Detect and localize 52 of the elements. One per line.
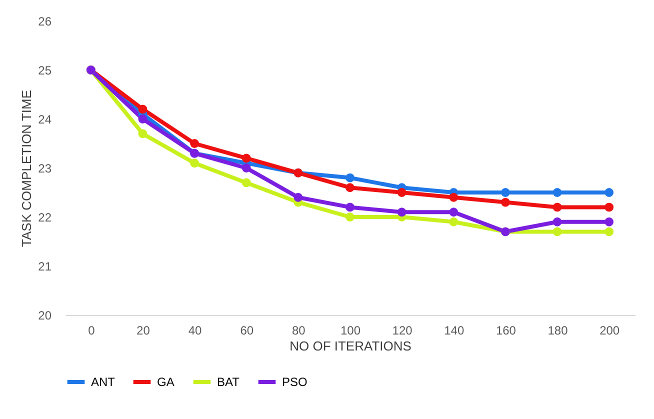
point	[552, 188, 562, 197]
point	[604, 227, 614, 236]
legend-label: GA	[157, 375, 174, 389]
point	[449, 208, 458, 217]
y-tick-label: 24	[38, 112, 52, 126]
legend-label: BAT	[217, 375, 240, 389]
point	[604, 217, 614, 226]
point	[138, 104, 148, 114]
point	[346, 183, 354, 192]
point	[242, 178, 251, 188]
x-tick-label: 160	[496, 324, 516, 338]
point	[552, 217, 562, 226]
y-tick-label: 25	[38, 64, 52, 78]
point	[500, 198, 510, 207]
x-tick-label: 120	[392, 324, 413, 338]
x-tick-label: 100	[340, 324, 361, 338]
y-axis-title: TASK COMPLETION TIME	[19, 90, 34, 247]
point	[346, 202, 354, 212]
y-tick-label: 20	[38, 308, 52, 322]
point	[242, 154, 251, 163]
x-tick-label: 200	[600, 324, 620, 338]
point	[397, 188, 406, 197]
point	[604, 202, 614, 212]
x-tick-label: 0	[88, 324, 96, 338]
y-tick-label: 21	[38, 260, 52, 274]
point	[242, 164, 251, 172]
point	[346, 173, 354, 182]
point	[397, 208, 406, 217]
point	[190, 158, 200, 168]
point	[552, 227, 562, 236]
y-tick-label: 22	[38, 210, 52, 224]
point	[449, 217, 458, 226]
x-tick-label: 80	[292, 324, 306, 338]
point	[138, 114, 148, 124]
point	[294, 192, 303, 202]
point	[500, 188, 510, 197]
x-axis-title: NO OF ITERATIONS	[290, 338, 412, 354]
legend-label: PSO	[282, 375, 308, 389]
y-tick-label: 26	[38, 14, 52, 28]
x-tick-label: 140	[444, 324, 464, 338]
legend-label: ANT	[91, 375, 116, 389]
point	[190, 139, 200, 148]
x-tick-label: 40	[188, 324, 202, 338]
point	[604, 188, 614, 197]
point	[449, 192, 458, 202]
point	[346, 212, 354, 222]
point	[552, 202, 562, 212]
y-tick-label: 23	[38, 162, 52, 176]
x-tick-label: 60	[240, 324, 254, 338]
x-tick-label: 180	[548, 324, 568, 338]
point	[138, 129, 148, 138]
x-tick-label: 20	[136, 324, 150, 338]
